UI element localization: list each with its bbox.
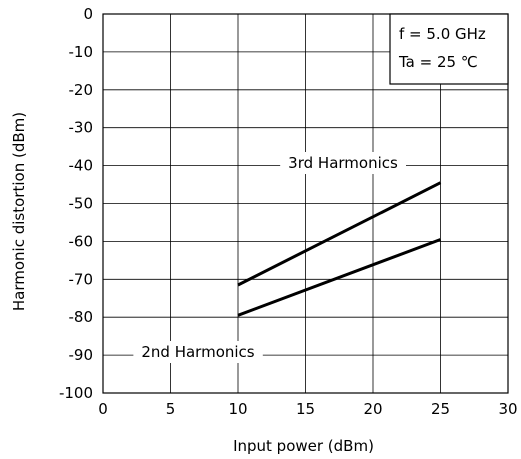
y-tick-label: -90 — [69, 346, 94, 364]
series-lines — [237, 181, 442, 317]
annotation-third-harmonics: 3rd Harmonics — [280, 152, 407, 174]
plot-frame — [102, 13, 509, 394]
y-tick-label: -70 — [69, 270, 94, 288]
y-tick-labels: 0 -10 -20 -30 -40 -50 -60 -70 -80 -90 -100 — [59, 5, 93, 402]
series-line-second-harmonics — [237, 238, 442, 317]
y-tick-label: -20 — [69, 81, 94, 99]
annotation-background — [133, 341, 263, 363]
y-tick-label: -60 — [69, 232, 94, 250]
x-axis-label: Input power (dBm) — [233, 437, 374, 455]
series-annotations: 3rd Harmonics 2nd Harmonics — [133, 152, 407, 363]
x-tick-labels: 0 5 10 15 20 25 30 — [98, 400, 517, 418]
y-tick-label: -50 — [69, 195, 94, 213]
x-tick-label: 5 — [166, 400, 176, 418]
y-tick-label: -80 — [69, 308, 94, 326]
x-tick-label: 0 — [98, 400, 108, 418]
x-tick-label: 30 — [498, 400, 517, 418]
condition-frequency: f = 5.0 GHz — [399, 25, 486, 43]
x-tick-label: 20 — [363, 400, 382, 418]
series-line-third-harmonics — [237, 181, 442, 287]
annotation-label: 2nd Harmonics — [141, 343, 254, 361]
condition-temperature: Ta = 25 ℃ — [398, 53, 478, 71]
annotation-label: 3rd Harmonics — [288, 154, 398, 172]
annotation-background — [280, 152, 407, 174]
x-tick-label: 15 — [296, 400, 315, 418]
conditions-box-frame — [389, 13, 509, 85]
y-tick-label: -10 — [69, 43, 94, 61]
grid-lines — [103, 14, 508, 393]
y-tick-label: 0 — [83, 5, 93, 23]
y-axis-label: Harmonic distortion (dBm) — [10, 112, 28, 311]
x-tick-label: 25 — [431, 400, 450, 418]
annotation-second-harmonics: 2nd Harmonics — [133, 341, 263, 363]
x-tick-label: 10 — [228, 400, 247, 418]
conditions-box: f = 5.0 GHz Ta = 25 ℃ — [389, 13, 509, 85]
y-tick-label: -100 — [59, 384, 93, 402]
y-tick-label: -40 — [69, 157, 94, 175]
y-tick-label: -30 — [69, 119, 94, 137]
